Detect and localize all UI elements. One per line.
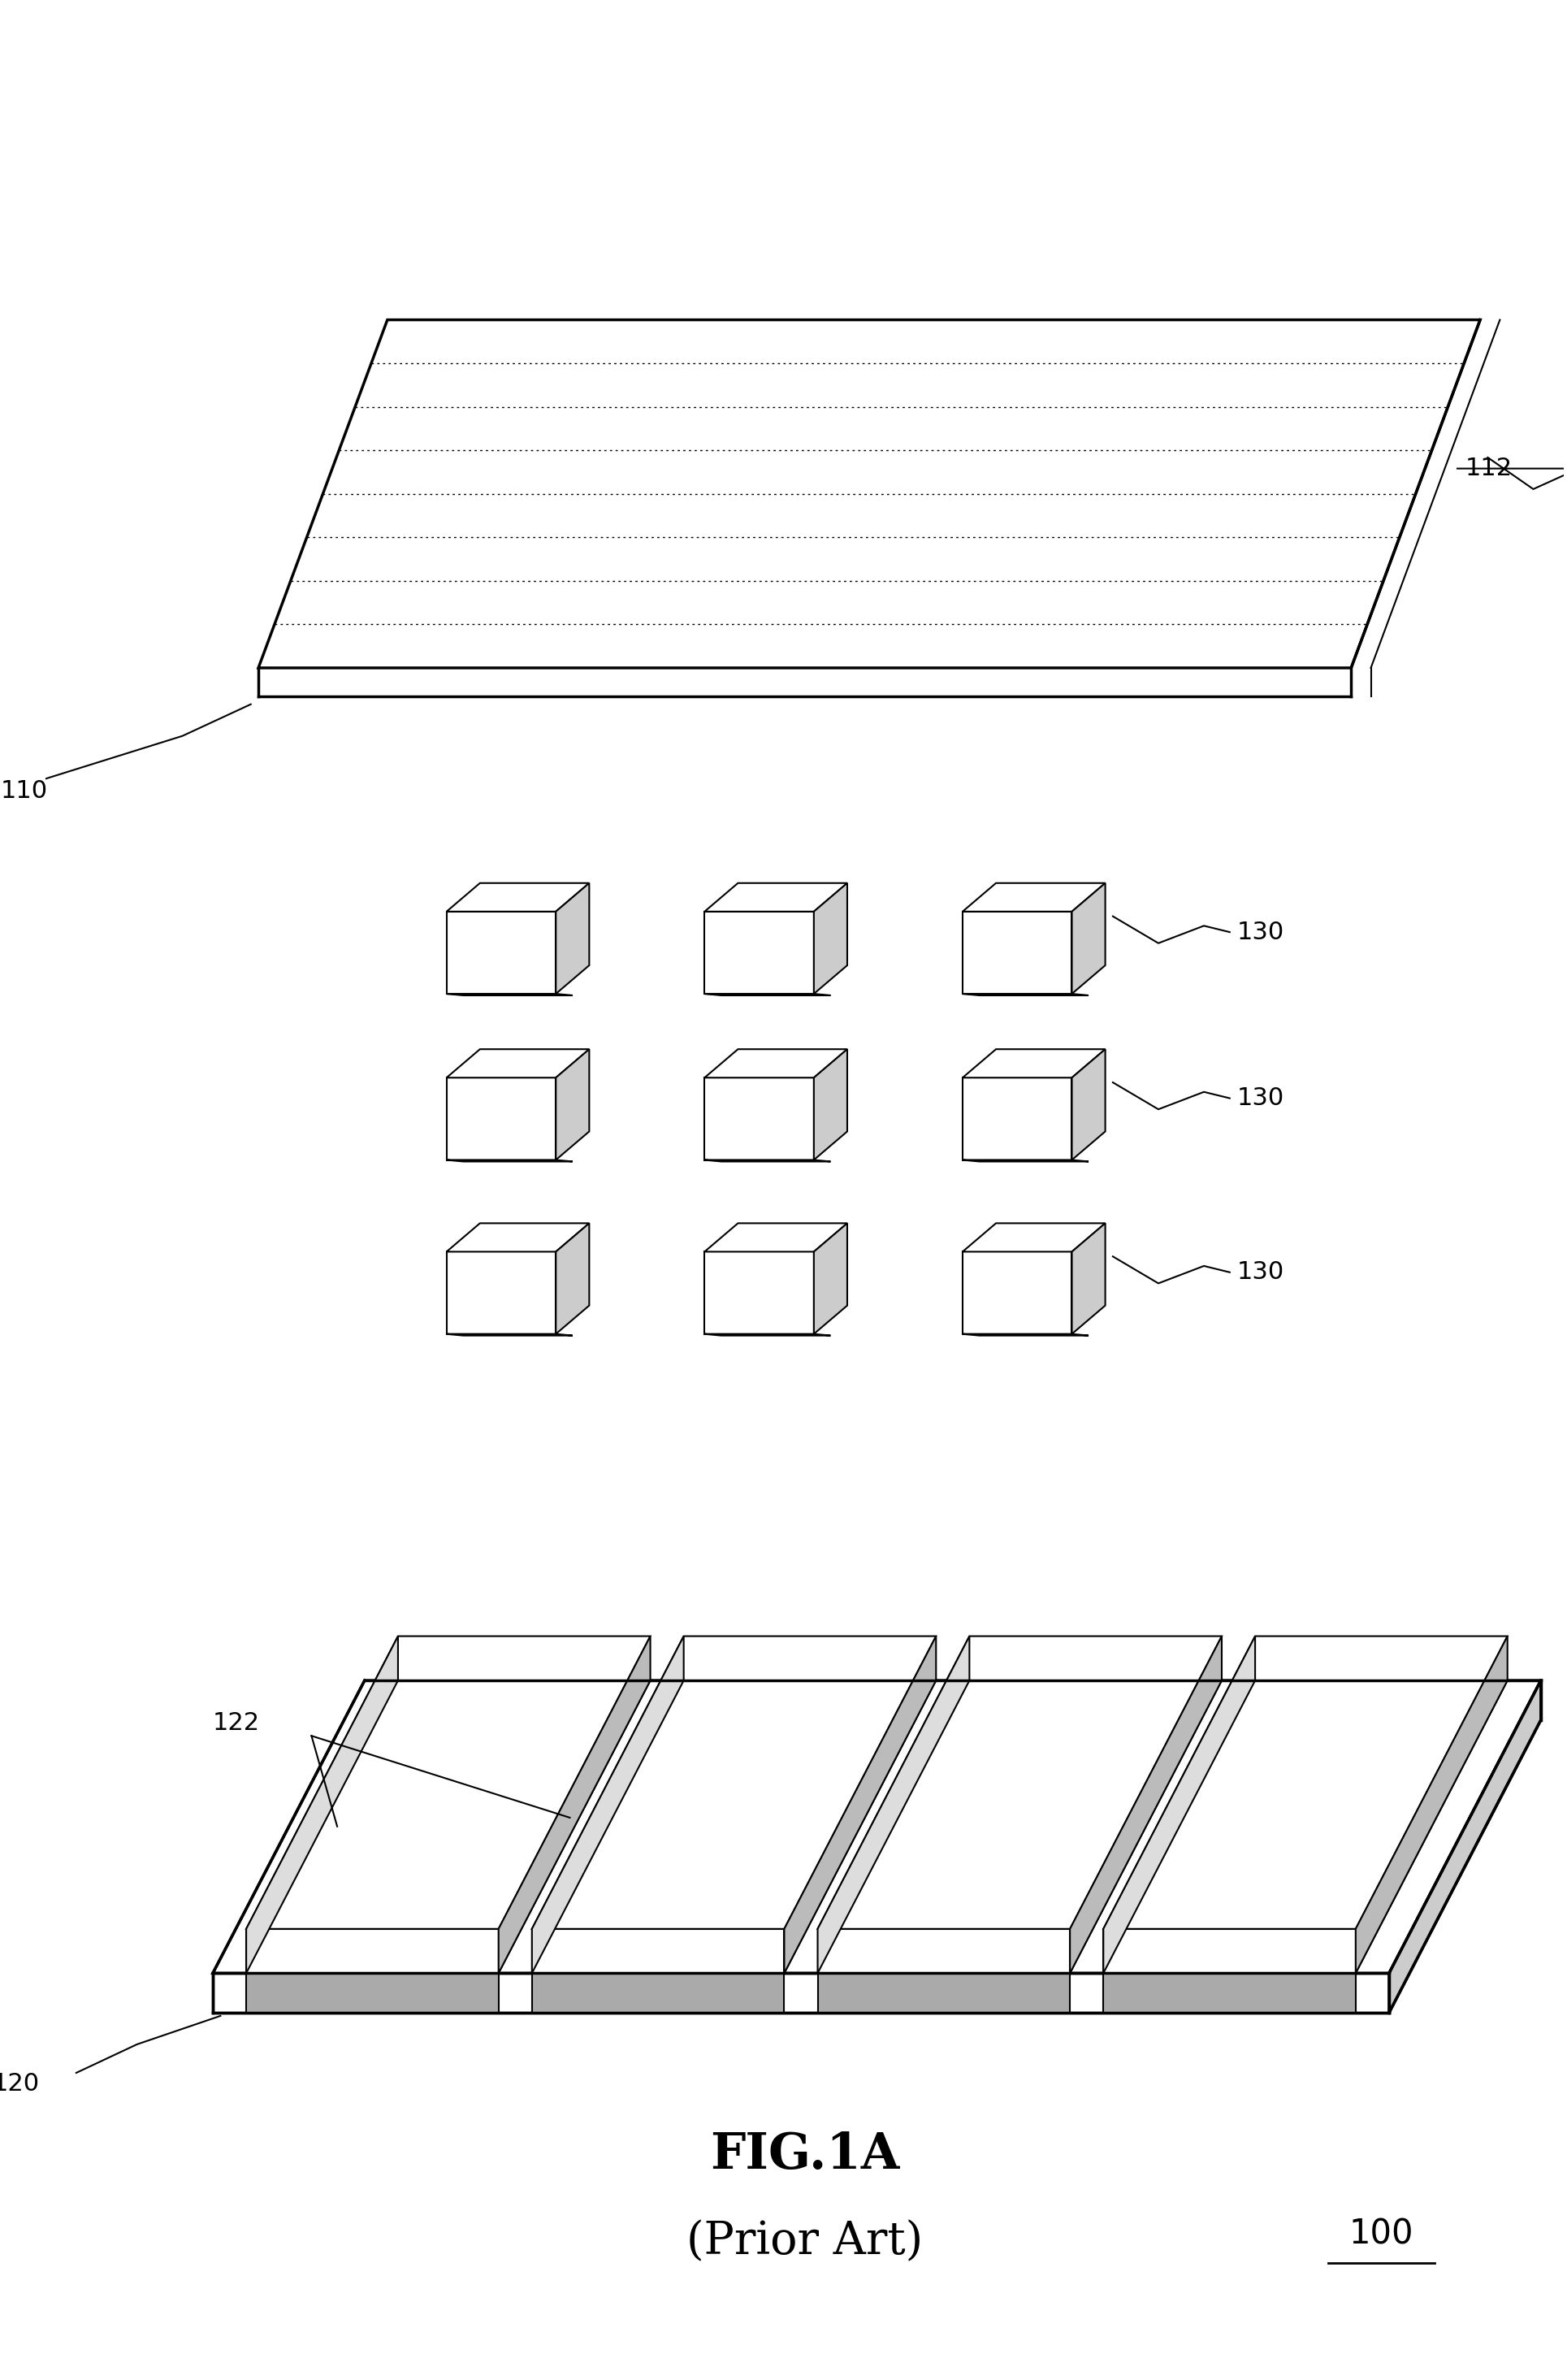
Polygon shape — [705, 1252, 813, 1333]
Polygon shape — [213, 1680, 1540, 1973]
Polygon shape — [784, 1635, 935, 1973]
Text: 130: 130 — [1238, 1261, 1285, 1285]
Text: 130: 130 — [1238, 921, 1285, 945]
Polygon shape — [1355, 1635, 1507, 1973]
Polygon shape — [447, 1223, 589, 1252]
Polygon shape — [556, 1223, 589, 1333]
Polygon shape — [531, 1635, 683, 1973]
Polygon shape — [246, 1928, 498, 1973]
Polygon shape — [818, 1635, 1222, 1928]
Polygon shape — [1103, 1973, 1355, 2013]
Polygon shape — [213, 1973, 1388, 2013]
Polygon shape — [813, 1223, 848, 1333]
Polygon shape — [447, 883, 589, 912]
Polygon shape — [447, 1252, 556, 1333]
Text: 100: 100 — [1349, 2218, 1413, 2251]
Polygon shape — [962, 883, 1105, 912]
Polygon shape — [1103, 1635, 1255, 1973]
Polygon shape — [705, 883, 848, 912]
Text: 110: 110 — [0, 781, 47, 802]
Polygon shape — [1070, 1635, 1222, 1973]
Polygon shape — [531, 1973, 784, 2013]
Polygon shape — [447, 1078, 556, 1159]
Text: 122: 122 — [213, 1711, 260, 1735]
Polygon shape — [447, 1050, 589, 1078]
Polygon shape — [1103, 1635, 1507, 1928]
Polygon shape — [818, 1973, 1070, 2013]
Polygon shape — [813, 883, 848, 995]
Polygon shape — [818, 1635, 970, 1973]
Polygon shape — [705, 1078, 813, 1159]
Text: 112: 112 — [1465, 457, 1512, 481]
Polygon shape — [1072, 1050, 1105, 1159]
Polygon shape — [246, 1635, 398, 1973]
Polygon shape — [498, 1635, 650, 1973]
Text: 120: 120 — [0, 2073, 41, 2097]
Polygon shape — [705, 1223, 848, 1252]
Polygon shape — [962, 912, 1072, 995]
Polygon shape — [962, 1252, 1072, 1333]
Polygon shape — [962, 1050, 1105, 1078]
Polygon shape — [1072, 883, 1105, 995]
Polygon shape — [1103, 1928, 1355, 1973]
Polygon shape — [962, 1078, 1072, 1159]
Polygon shape — [531, 1928, 784, 1973]
Polygon shape — [1072, 1223, 1105, 1333]
Polygon shape — [447, 912, 556, 995]
Polygon shape — [705, 1050, 848, 1078]
Polygon shape — [246, 1973, 498, 2013]
Polygon shape — [556, 883, 589, 995]
Polygon shape — [705, 912, 813, 995]
Text: FIG.1A: FIG.1A — [710, 2130, 899, 2180]
Polygon shape — [259, 319, 1481, 669]
Polygon shape — [246, 1635, 650, 1928]
Text: (Prior Art): (Prior Art) — [686, 2221, 923, 2263]
Polygon shape — [531, 1635, 935, 1928]
Polygon shape — [962, 1223, 1105, 1252]
Polygon shape — [818, 1928, 1070, 1973]
Polygon shape — [813, 1050, 848, 1159]
Text: 130: 130 — [1238, 1085, 1285, 1109]
Polygon shape — [556, 1050, 589, 1159]
Polygon shape — [1388, 1680, 1540, 2013]
